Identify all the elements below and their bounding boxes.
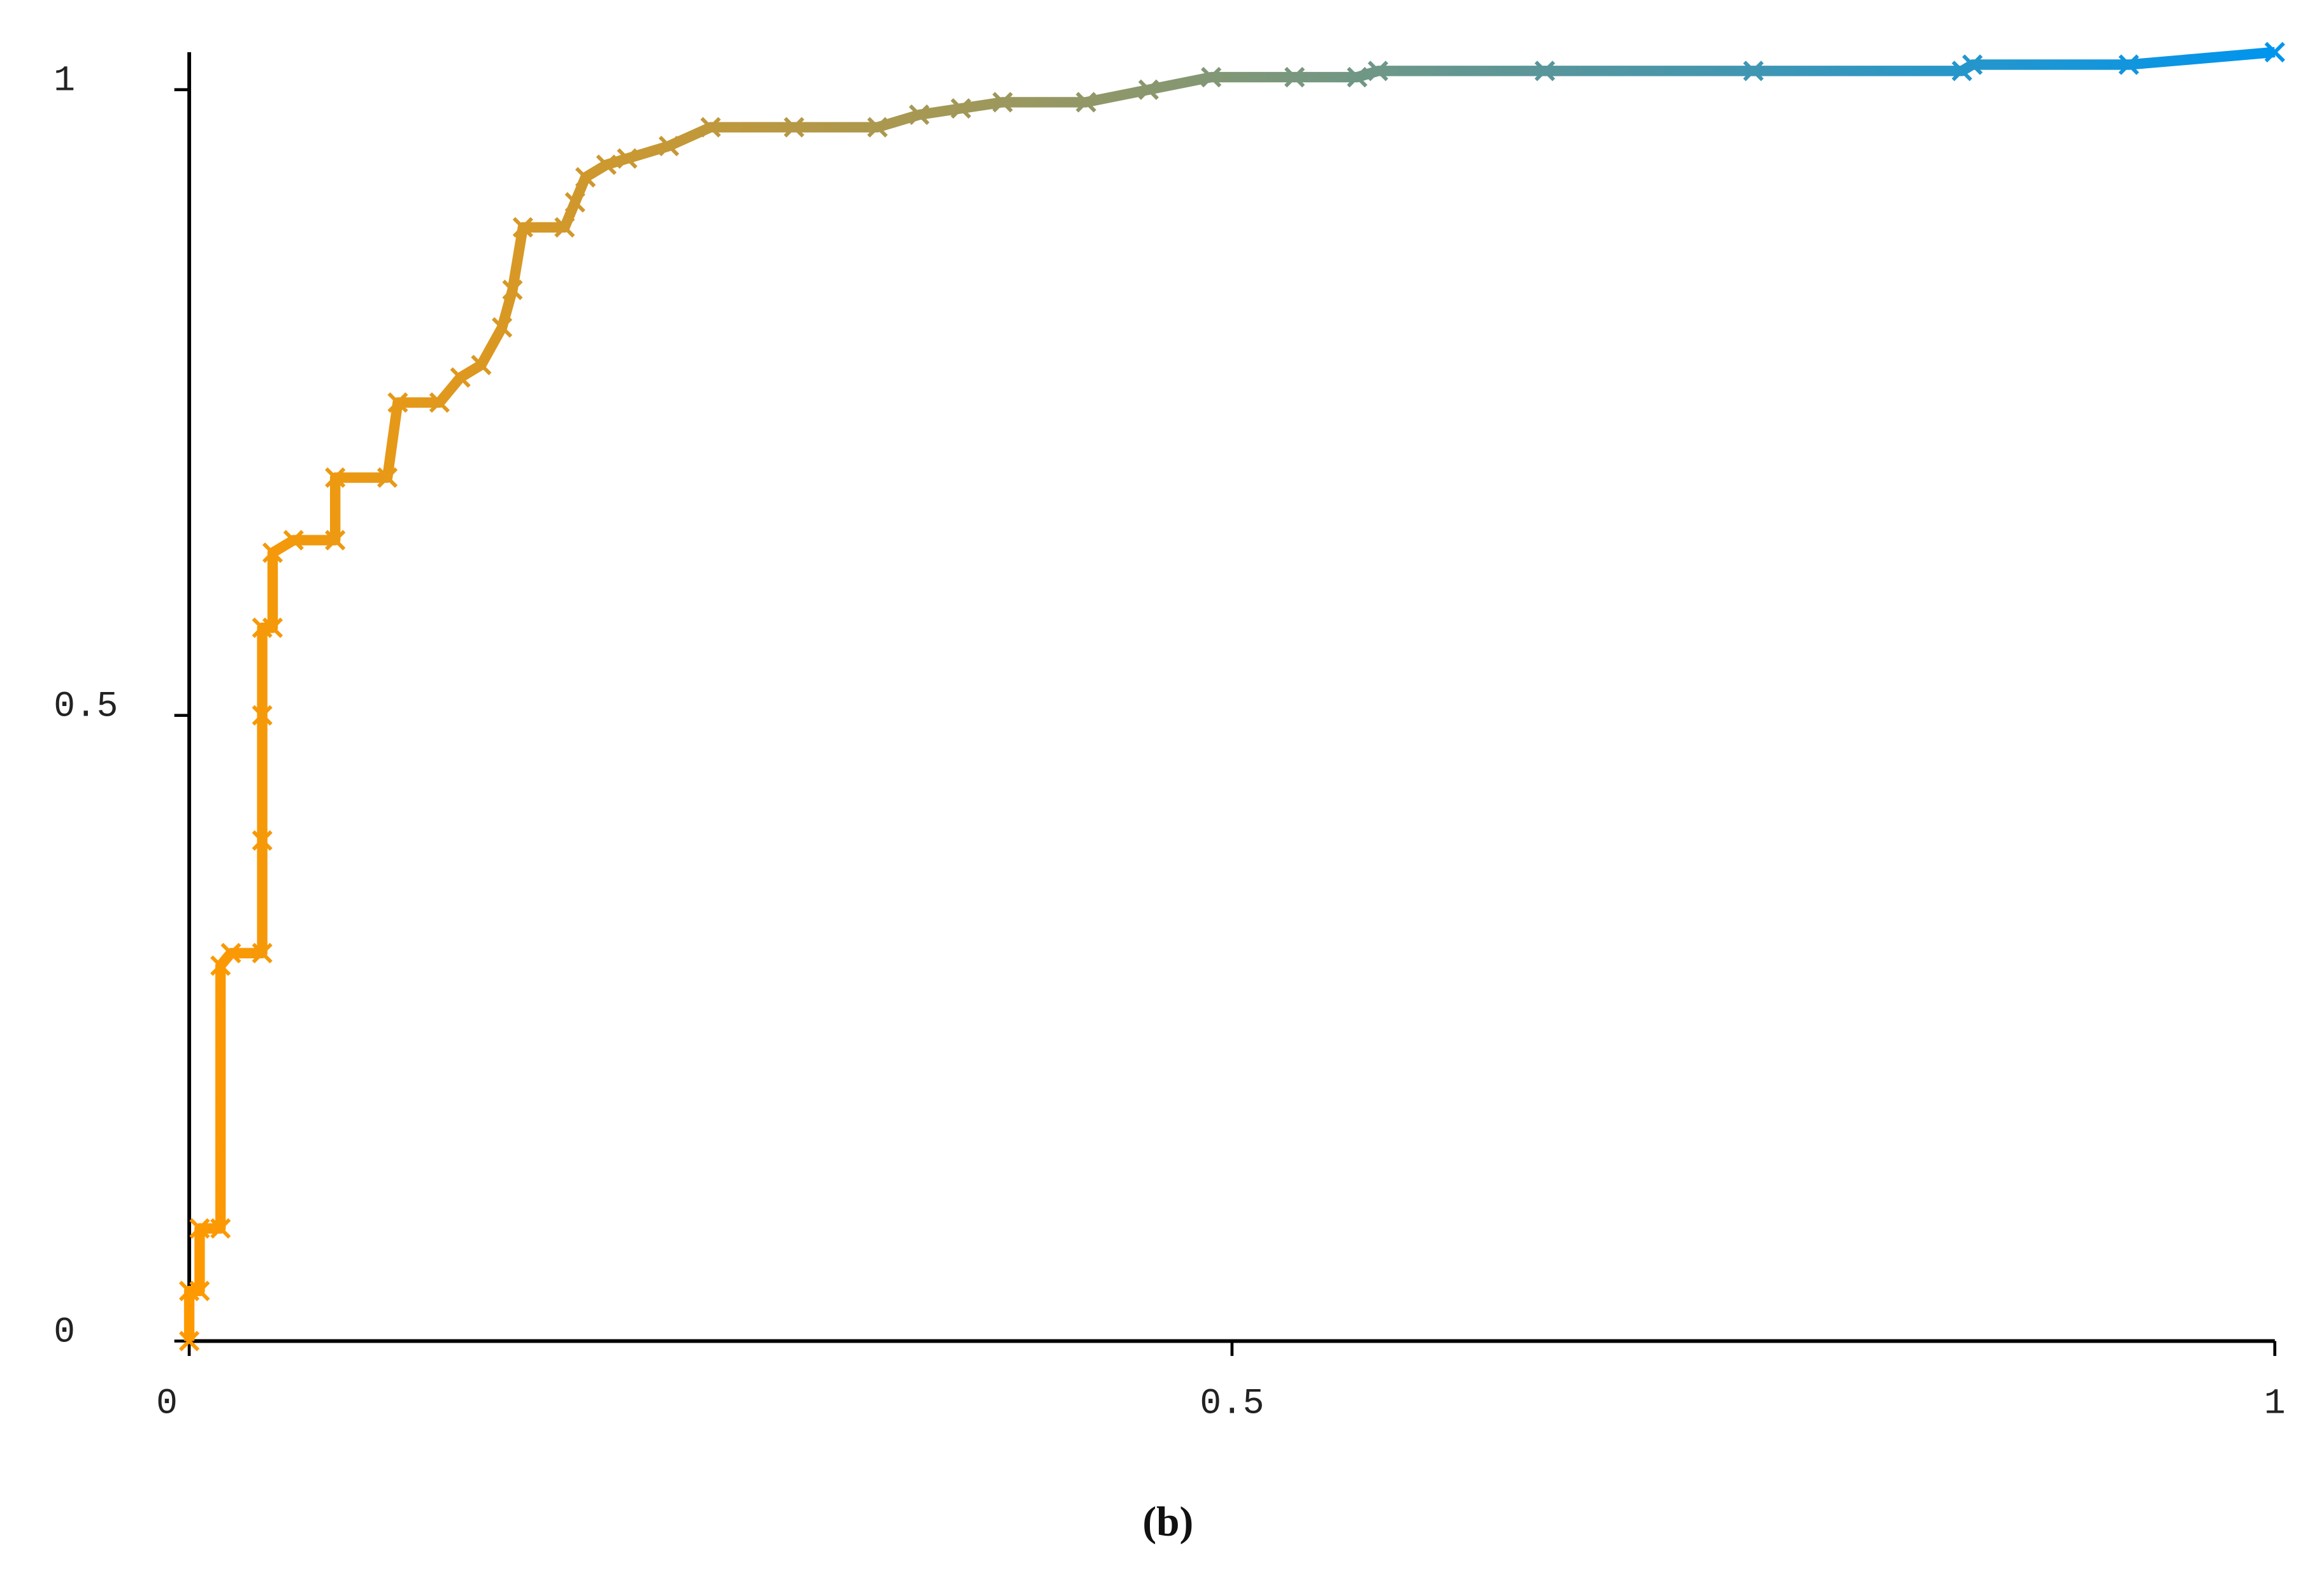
- marker: [658, 136, 680, 157]
- marker: [564, 192, 585, 213]
- marker: [700, 117, 721, 138]
- marker: [1367, 61, 1389, 82]
- marker: [2264, 41, 2285, 62]
- marker: [575, 167, 596, 188]
- marker: [1075, 92, 1096, 113]
- marker: [1138, 79, 1159, 100]
- marker: [992, 92, 1013, 113]
- marker: [325, 530, 346, 551]
- marker: [1743, 61, 1764, 82]
- caption: (b): [1142, 1499, 1193, 1545]
- marker: [1962, 54, 1983, 75]
- marker: [252, 830, 273, 851]
- marker: [325, 467, 346, 488]
- y-tick-label: 0: [54, 1311, 75, 1352]
- marker: [283, 530, 304, 551]
- marker: [262, 542, 283, 563]
- marker: [596, 154, 617, 175]
- marker: [252, 942, 273, 963]
- marker: [220, 942, 241, 963]
- marker: [1347, 67, 1368, 88]
- marker: [1951, 61, 1972, 82]
- marker: [502, 279, 523, 301]
- marker: [491, 317, 513, 338]
- marker: [471, 354, 492, 375]
- marker: [189, 1280, 210, 1302]
- marker: [1534, 61, 1556, 82]
- marker: [1201, 67, 1222, 88]
- x-tick-label: 1: [2264, 1383, 2286, 1424]
- marker: [908, 104, 929, 126]
- marker: [387, 392, 408, 413]
- marker: [262, 617, 283, 638]
- x-tick-label: 0.5: [1200, 1383, 1264, 1424]
- marker: [950, 98, 972, 119]
- marker: [210, 1218, 231, 1239]
- y-tick-label: 1: [54, 61, 75, 101]
- y-tick-label: 0.5: [54, 686, 118, 726]
- marker: [617, 148, 638, 169]
- marker: [2118, 54, 2139, 75]
- marker: [867, 117, 888, 138]
- marker: [784, 117, 805, 138]
- marker: [252, 705, 273, 726]
- marker: [1284, 67, 1305, 88]
- marker: [178, 1330, 200, 1352]
- marker: [429, 392, 450, 413]
- x-tick-label: 0: [156, 1383, 178, 1424]
- marker: [512, 217, 533, 238]
- marker: [450, 367, 471, 388]
- marker: [189, 1218, 210, 1239]
- marker: [377, 467, 398, 488]
- marker: [554, 217, 575, 238]
- curve: [183, 47, 2276, 1341]
